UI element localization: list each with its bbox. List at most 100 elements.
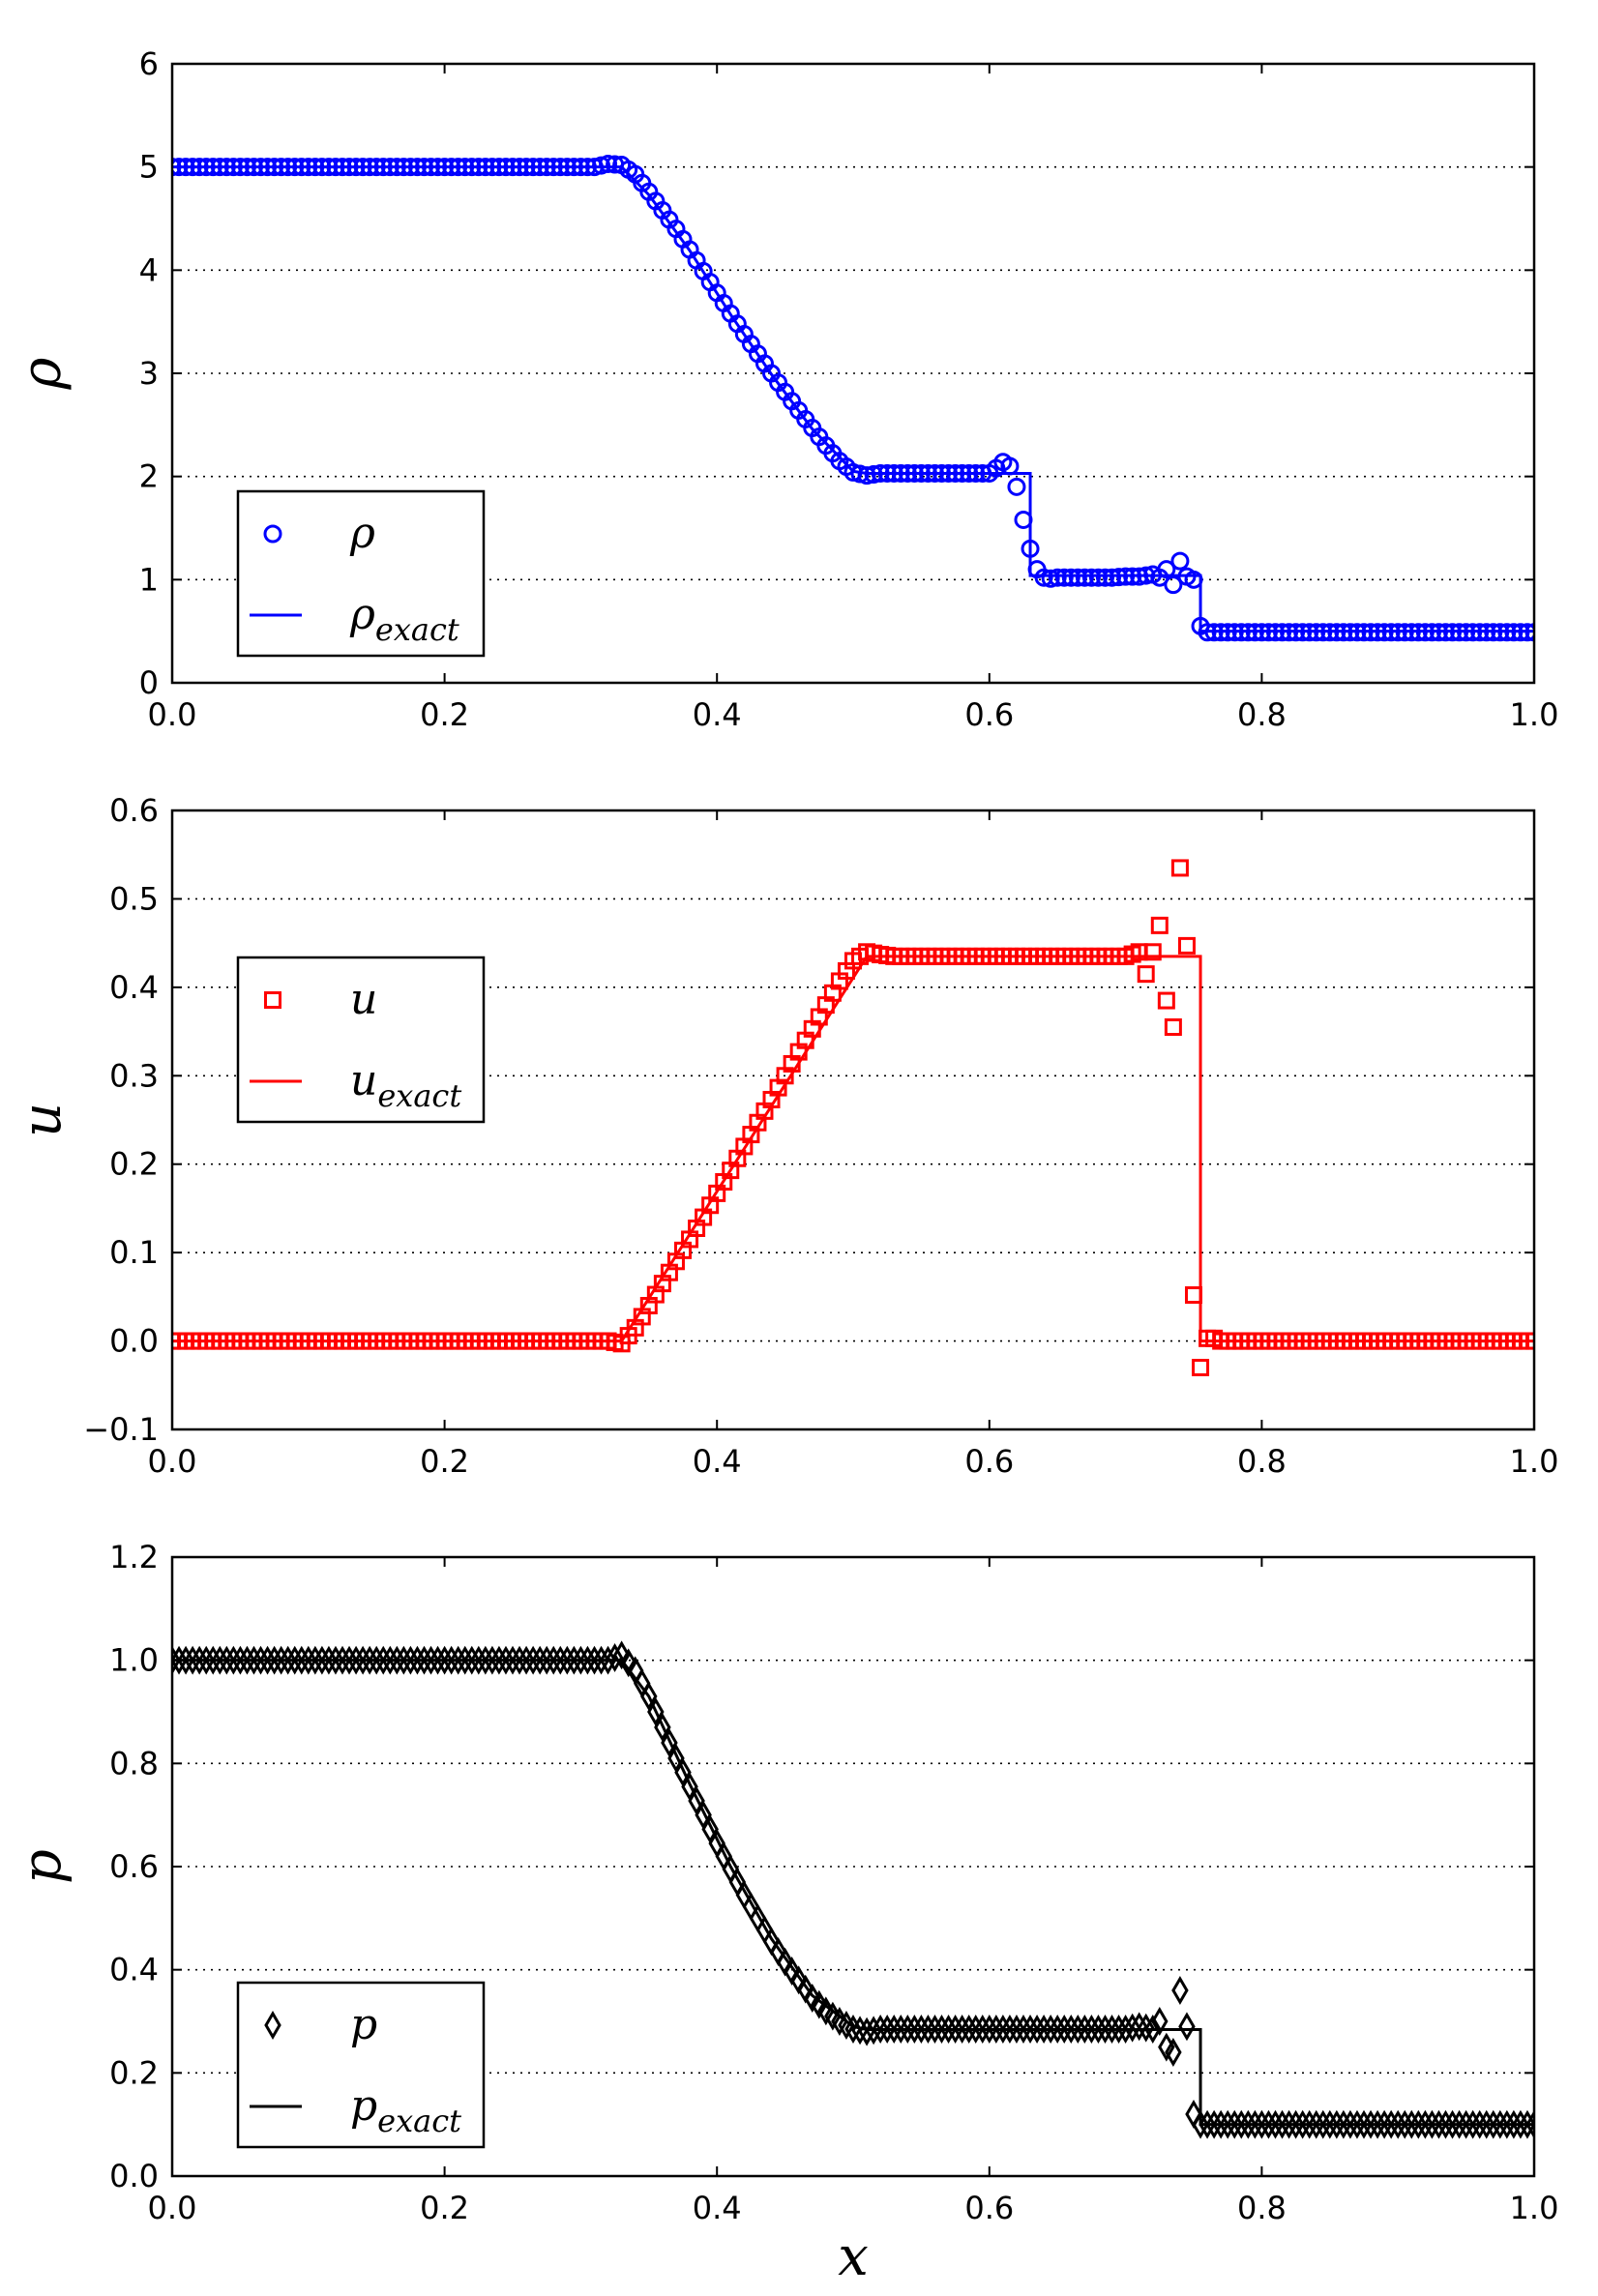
data-point (1239, 2109, 1258, 2139)
data-point (592, 1645, 610, 1675)
data-point (878, 2015, 896, 2044)
data-point (245, 1645, 263, 1675)
data-point (612, 1640, 631, 1670)
data-point (272, 1645, 290, 1675)
data-point (981, 2015, 998, 2044)
data-point (885, 2015, 903, 2044)
legend-label: p (350, 2000, 377, 2049)
x-tick-label: 0.8 (1237, 1443, 1287, 1480)
data-point (592, 156, 611, 175)
data-point (1443, 2109, 1462, 2139)
y-tick-label: 2 (139, 458, 159, 495)
data-point (994, 2015, 1012, 2044)
x-tick-label: 0.0 (148, 696, 197, 733)
data-point (1007, 477, 1026, 496)
data-point (1328, 2109, 1346, 2139)
data-point (1253, 2109, 1271, 2139)
data-point (279, 1645, 297, 1675)
data-point (463, 1645, 481, 1675)
x-tick-label: 0.4 (693, 696, 742, 733)
data-point (1158, 2032, 1175, 2062)
data-point (1498, 2109, 1516, 2139)
x-tick-label: 1.0 (1510, 1443, 1559, 1480)
data-point (905, 2015, 924, 2044)
data-point (565, 1645, 583, 1675)
y-tick-label: 0.0 (109, 2158, 159, 2194)
y-tick-label: 3 (139, 355, 159, 392)
data-point (606, 1643, 624, 1672)
data-point (1041, 569, 1060, 588)
data-point (1170, 859, 1189, 877)
data-point (1259, 2109, 1278, 2139)
data-point (892, 2015, 910, 2044)
data-point (320, 1645, 338, 1675)
y-tick-label: 0.1 (109, 1234, 159, 1271)
x-tick-label: 0.6 (964, 2190, 1014, 2226)
data-point (470, 1645, 488, 1675)
data-point (1137, 965, 1155, 984)
data-point (1293, 2109, 1312, 2139)
x-tick-label: 1.0 (1510, 696, 1559, 733)
x-tick-label: 0.4 (693, 1443, 742, 1480)
data-point (1034, 568, 1053, 587)
data-point (1049, 2015, 1066, 2044)
data-point (1348, 2109, 1366, 2139)
data-point (545, 1645, 562, 1675)
data-point (388, 1645, 406, 1675)
data-point (572, 1645, 590, 1675)
data-point (1081, 568, 1101, 587)
x-tick-label: 0.2 (420, 696, 469, 733)
data-point (538, 1645, 555, 1675)
data-point (912, 2015, 931, 2044)
x-tick-label: 0.6 (964, 1443, 1014, 1480)
data-point (1088, 568, 1108, 587)
data-point (1076, 2015, 1094, 2044)
y-tick-label: 0.5 (109, 880, 159, 917)
legend-marker (263, 524, 282, 544)
data-point (946, 2015, 964, 2044)
y-tick-label: 5 (139, 149, 159, 186)
y-tick-label: 0.8 (109, 1745, 159, 1781)
data-point (1436, 2109, 1455, 2139)
data-point (742, 1892, 760, 1922)
data-point (1307, 2109, 1325, 2139)
data-point (1150, 916, 1169, 934)
data-point (1021, 2015, 1039, 2044)
exact-solution-line (172, 955, 1534, 1343)
legend-marker (264, 991, 281, 1009)
axes-frame (170, 62, 1536, 685)
data-point (1170, 551, 1190, 571)
chart-panel-3: 0.0 0.2 0.4 0.6 0.8 1.0 1.2 0.0 0.2 0.4 0.6 0.8 1.0 p… (11, 1539, 1558, 2288)
y-tick-label: 0.2 (109, 2054, 159, 2091)
y-tick-label: 1 (139, 561, 159, 598)
plot-area (172, 154, 1534, 642)
data-point (1212, 2109, 1229, 2139)
x-tick-label: 0.8 (1237, 2190, 1287, 2226)
data-point (381, 1645, 400, 1675)
data-point (1054, 568, 1074, 587)
data-point (1068, 568, 1087, 587)
legend-marker (264, 2011, 281, 2040)
axes-frame (170, 809, 1536, 1431)
data-point (939, 2015, 958, 2044)
data-point (988, 2015, 1005, 2044)
data-point (735, 1880, 754, 1910)
data-point (1273, 2109, 1291, 2139)
data-point (511, 1645, 528, 1675)
data-point (368, 1645, 385, 1675)
data-point (307, 1645, 324, 1675)
data-point (599, 1645, 617, 1675)
data-point (1075, 568, 1094, 587)
data-point (558, 1645, 577, 1675)
data-point (435, 1645, 454, 1675)
data-point (960, 2015, 978, 2044)
x-tick-label: 0.6 (964, 696, 1014, 733)
data-point (1403, 2109, 1421, 2139)
data-point (293, 1645, 311, 1675)
data-point (1015, 2015, 1032, 2044)
data-point (585, 1645, 604, 1675)
data-point (1157, 991, 1175, 1010)
data-point (1423, 2109, 1441, 2139)
data-point (1143, 943, 1162, 961)
